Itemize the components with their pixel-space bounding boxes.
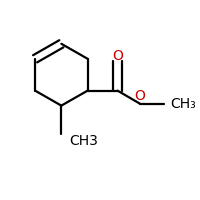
Text: CH₃: CH₃	[170, 97, 196, 111]
Text: O: O	[135, 89, 145, 103]
Text: CH3: CH3	[69, 134, 98, 148]
Text: O: O	[112, 49, 123, 63]
